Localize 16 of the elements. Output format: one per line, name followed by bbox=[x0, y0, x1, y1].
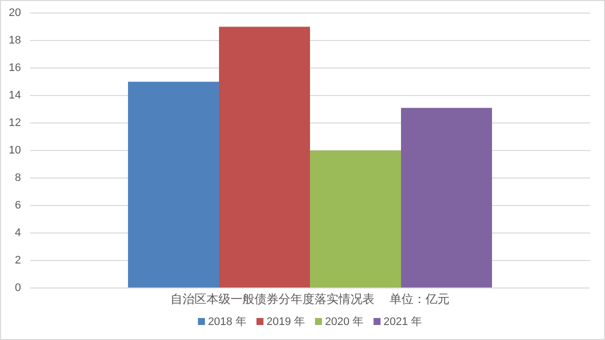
y-tick-label: 18 bbox=[8, 34, 21, 46]
legend-label: 2018 年 bbox=[208, 316, 246, 328]
y-tick-label: 12 bbox=[8, 117, 21, 129]
y-tick-label: 6 bbox=[14, 200, 21, 212]
legend-label: 2020 年 bbox=[325, 316, 364, 328]
legend-label: 2019 年 bbox=[266, 316, 305, 328]
y-tick-label: 14 bbox=[8, 90, 21, 102]
y-tick-label: 2 bbox=[14, 254, 21, 266]
y-tick-label: 0 bbox=[14, 282, 21, 294]
x-tick-label: 自治区本级一般债券分年度落实情况表 单位：亿元 bbox=[170, 292, 450, 306]
y-tick-label: 8 bbox=[14, 172, 21, 184]
y-tick-label: 16 bbox=[8, 62, 21, 74]
y-tick-label: 10 bbox=[8, 144, 21, 156]
y-tick-label: 20 bbox=[8, 7, 21, 19]
legend-label: 2021 年 bbox=[384, 316, 422, 328]
y-tick-label: 4 bbox=[14, 227, 21, 239]
